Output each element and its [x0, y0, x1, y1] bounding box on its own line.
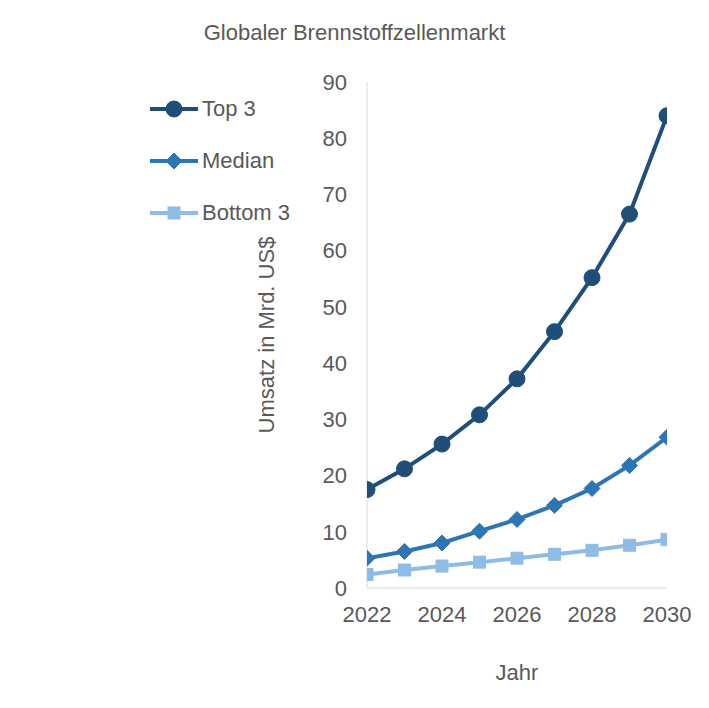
svg-text:80: 80 [323, 126, 347, 151]
svg-text:0: 0 [335, 576, 347, 601]
svg-text:70: 70 [323, 182, 347, 207]
svg-text:60: 60 [323, 238, 347, 263]
svg-text:2028: 2028 [568, 602, 617, 627]
svg-text:Jahr: Jahr [496, 660, 539, 685]
svg-text:Umsatz in Mrd. US$: Umsatz in Mrd. US$ [254, 237, 279, 434]
html-text:Top 3: Top 3 [202, 96, 256, 121]
html-text:Median: Median [202, 148, 275, 173]
svg-text:40: 40 [323, 351, 347, 376]
svg-text:90: 90 [323, 70, 347, 95]
svg-text:2024: 2024 [418, 602, 467, 627]
svg-text:2022: 2022 [343, 602, 392, 627]
svg-text:20: 20 [323, 463, 347, 488]
svg-text:30: 30 [323, 407, 347, 432]
svg-text:2026: 2026 [493, 602, 542, 627]
html-text:Globaler Brennstoffzellenmarkt: Globaler Brennstoffzellenmarkt [203, 20, 506, 45]
svg-text:2030: 2030 [643, 602, 692, 627]
svg-text:50: 50 [323, 295, 347, 320]
svg-text:10: 10 [323, 520, 347, 545]
html-text:Bottom 3: Bottom 3 [202, 200, 290, 225]
